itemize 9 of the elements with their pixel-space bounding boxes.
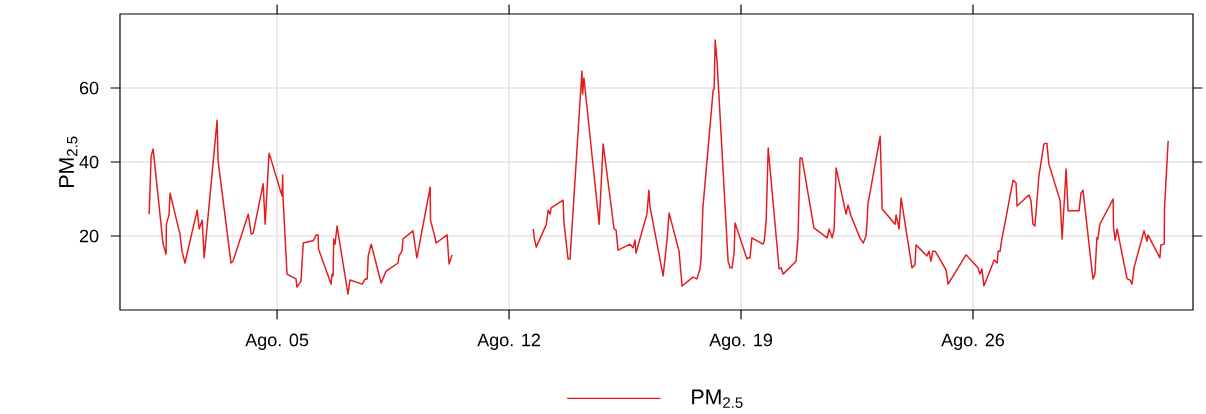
x-tick-label: Ago. 05 [245,333,309,350]
y-axis-title: PM$_{2.5}$ [59,136,78,187]
x-tick-label: Ago. 26 [941,333,1005,350]
y-tick-label: 20 [79,229,99,243]
legend-label: PM$_{2.5}$ [692,389,743,408]
x-tick-label: Ago. 19 [709,333,773,350]
y-tick-label: 40 [79,155,99,169]
x-tick-label: Ago. 12 [477,333,540,350]
y-tick-label: 60 [79,81,99,95]
